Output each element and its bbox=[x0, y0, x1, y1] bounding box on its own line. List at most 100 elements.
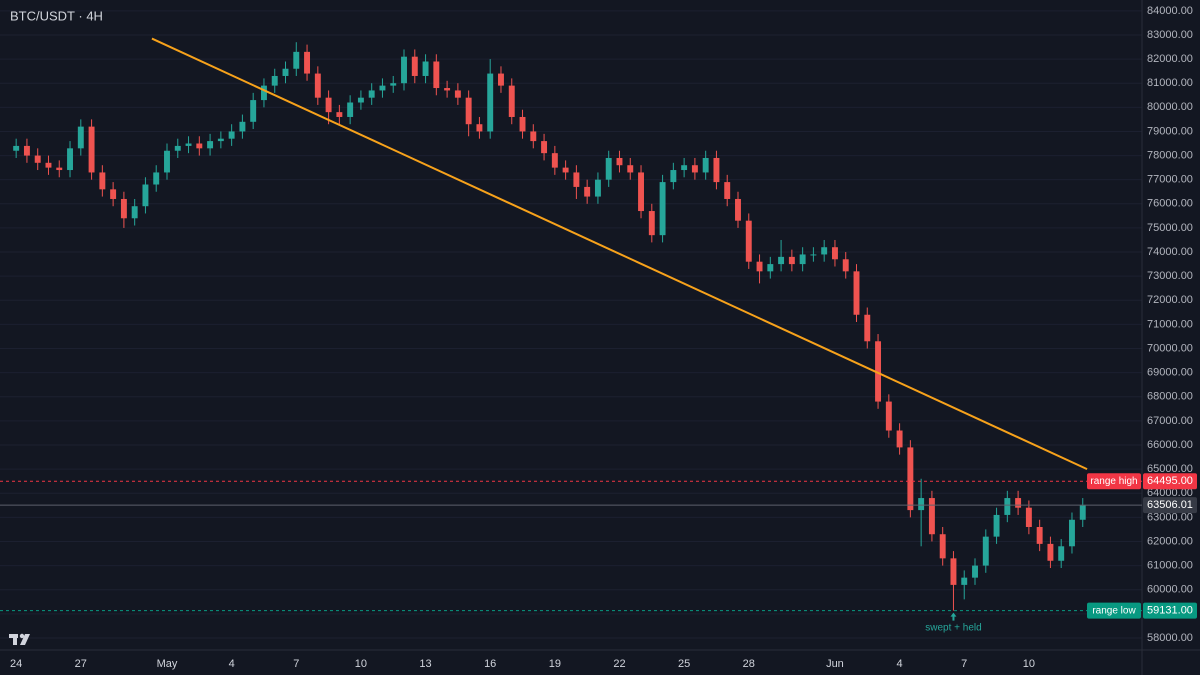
candle-body bbox=[379, 85, 386, 91]
y-tick-label: 71000.00 bbox=[1147, 318, 1193, 330]
y-tick-label: 80000.00 bbox=[1147, 101, 1193, 113]
candle-body bbox=[304, 51, 311, 74]
candle-body bbox=[1058, 546, 1065, 561]
y-tick-label: 67000.00 bbox=[1147, 415, 1193, 427]
candle-body bbox=[853, 271, 860, 315]
candle-body bbox=[778, 256, 785, 265]
candle-body bbox=[153, 172, 160, 185]
y-tick-label: 62000.00 bbox=[1147, 535, 1193, 547]
candle-body bbox=[1047, 543, 1054, 561]
candle-body bbox=[584, 186, 591, 197]
candle-body bbox=[821, 247, 828, 255]
candle-body bbox=[551, 153, 558, 168]
y-tick-label: 74000.00 bbox=[1147, 246, 1193, 258]
x-tick-label: 16 bbox=[484, 658, 496, 670]
candle-body bbox=[347, 102, 354, 117]
candle-body bbox=[164, 150, 170, 173]
y-tick-label: 77000.00 bbox=[1147, 174, 1193, 186]
x-tick-label: 13 bbox=[419, 658, 431, 670]
last-price-tag bbox=[1143, 497, 1197, 514]
candle-body bbox=[498, 73, 504, 86]
candle-body bbox=[573, 172, 580, 187]
x-tick-label: 4 bbox=[229, 658, 235, 670]
candle-body bbox=[950, 558, 957, 585]
candle-body bbox=[735, 198, 741, 221]
x-tick-label: 25 bbox=[678, 658, 690, 670]
y-tick-label: 83000.00 bbox=[1147, 29, 1193, 41]
candle-body bbox=[67, 148, 73, 171]
candle-body bbox=[250, 100, 257, 122]
candle-body bbox=[799, 254, 806, 265]
candle-body bbox=[702, 157, 709, 173]
level-name: range low bbox=[1092, 605, 1136, 616]
x-tick-label: 27 bbox=[75, 658, 87, 670]
candle-body bbox=[293, 51, 300, 69]
x-tick-label: May bbox=[157, 658, 178, 670]
candle-body bbox=[907, 447, 914, 511]
candle-body bbox=[616, 157, 623, 166]
candle-body bbox=[390, 83, 397, 86]
candle-body bbox=[562, 167, 569, 173]
y-tick-label: 82000.00 bbox=[1147, 53, 1193, 65]
candle-body bbox=[864, 314, 871, 342]
x-tick-label: 28 bbox=[743, 658, 755, 670]
y-tick-label: 72000.00 bbox=[1147, 294, 1193, 306]
candle-body bbox=[174, 145, 181, 151]
candle-body bbox=[1036, 526, 1043, 544]
candle-body bbox=[120, 198, 127, 219]
y-tick-label: 64000.00 bbox=[1147, 487, 1193, 499]
candle-body bbox=[918, 498, 925, 511]
candle-body bbox=[745, 220, 752, 262]
candle-body bbox=[45, 162, 52, 168]
y-tick-label: 75000.00 bbox=[1147, 222, 1193, 234]
candle-body bbox=[454, 90, 461, 98]
candle-body bbox=[476, 124, 483, 132]
trendline bbox=[151, 37, 1088, 471]
level-value-tag bbox=[1143, 473, 1197, 490]
candle-body bbox=[401, 56, 407, 84]
x-tick-label: 4 bbox=[897, 658, 903, 670]
candle-body bbox=[594, 179, 601, 197]
candle-body bbox=[34, 155, 41, 163]
y-tick-label: 73000.00 bbox=[1147, 270, 1193, 282]
candle-body bbox=[23, 145, 30, 156]
x-tick-label: 24 bbox=[10, 658, 22, 670]
x-tick-label: 7 bbox=[961, 658, 967, 670]
candle-body bbox=[368, 90, 375, 98]
chart-title: BTC/USDT · 4H bbox=[10, 8, 103, 23]
logo bbox=[9, 633, 30, 645]
candle-body bbox=[56, 167, 63, 171]
candle-body bbox=[110, 189, 117, 199]
candle-body bbox=[239, 121, 246, 132]
level-name-tag bbox=[1087, 602, 1141, 619]
candle-body bbox=[444, 88, 451, 91]
y-tick-label: 68000.00 bbox=[1147, 391, 1193, 403]
candle-body bbox=[788, 256, 795, 265]
candle-body bbox=[691, 165, 698, 173]
candle-body bbox=[1025, 507, 1032, 527]
candle-body bbox=[541, 141, 548, 154]
candle-body bbox=[659, 182, 666, 236]
candle-body bbox=[1079, 505, 1086, 520]
candle-body bbox=[519, 116, 526, 132]
candle-body bbox=[357, 97, 364, 103]
y-tick-label: 81000.00 bbox=[1147, 77, 1193, 89]
candle-body bbox=[627, 165, 634, 173]
candle-body bbox=[1069, 519, 1075, 547]
y-tick-label: 78000.00 bbox=[1147, 149, 1193, 161]
candle-body bbox=[993, 514, 1000, 537]
candle-body bbox=[605, 157, 612, 180]
y-tick-label: 66000.00 bbox=[1147, 439, 1193, 451]
y-tick-label: 65000.00 bbox=[1147, 463, 1193, 475]
candle-body bbox=[487, 73, 494, 132]
candle-body bbox=[314, 73, 321, 98]
candle-body bbox=[670, 170, 677, 183]
candle-body bbox=[896, 430, 903, 448]
candle-body bbox=[99, 172, 106, 190]
y-tick-label: 61000.00 bbox=[1147, 559, 1193, 571]
candle-body bbox=[939, 534, 946, 559]
candle-body bbox=[217, 138, 224, 142]
candle-body bbox=[77, 126, 84, 149]
y-tick-label: 60000.00 bbox=[1147, 584, 1193, 596]
